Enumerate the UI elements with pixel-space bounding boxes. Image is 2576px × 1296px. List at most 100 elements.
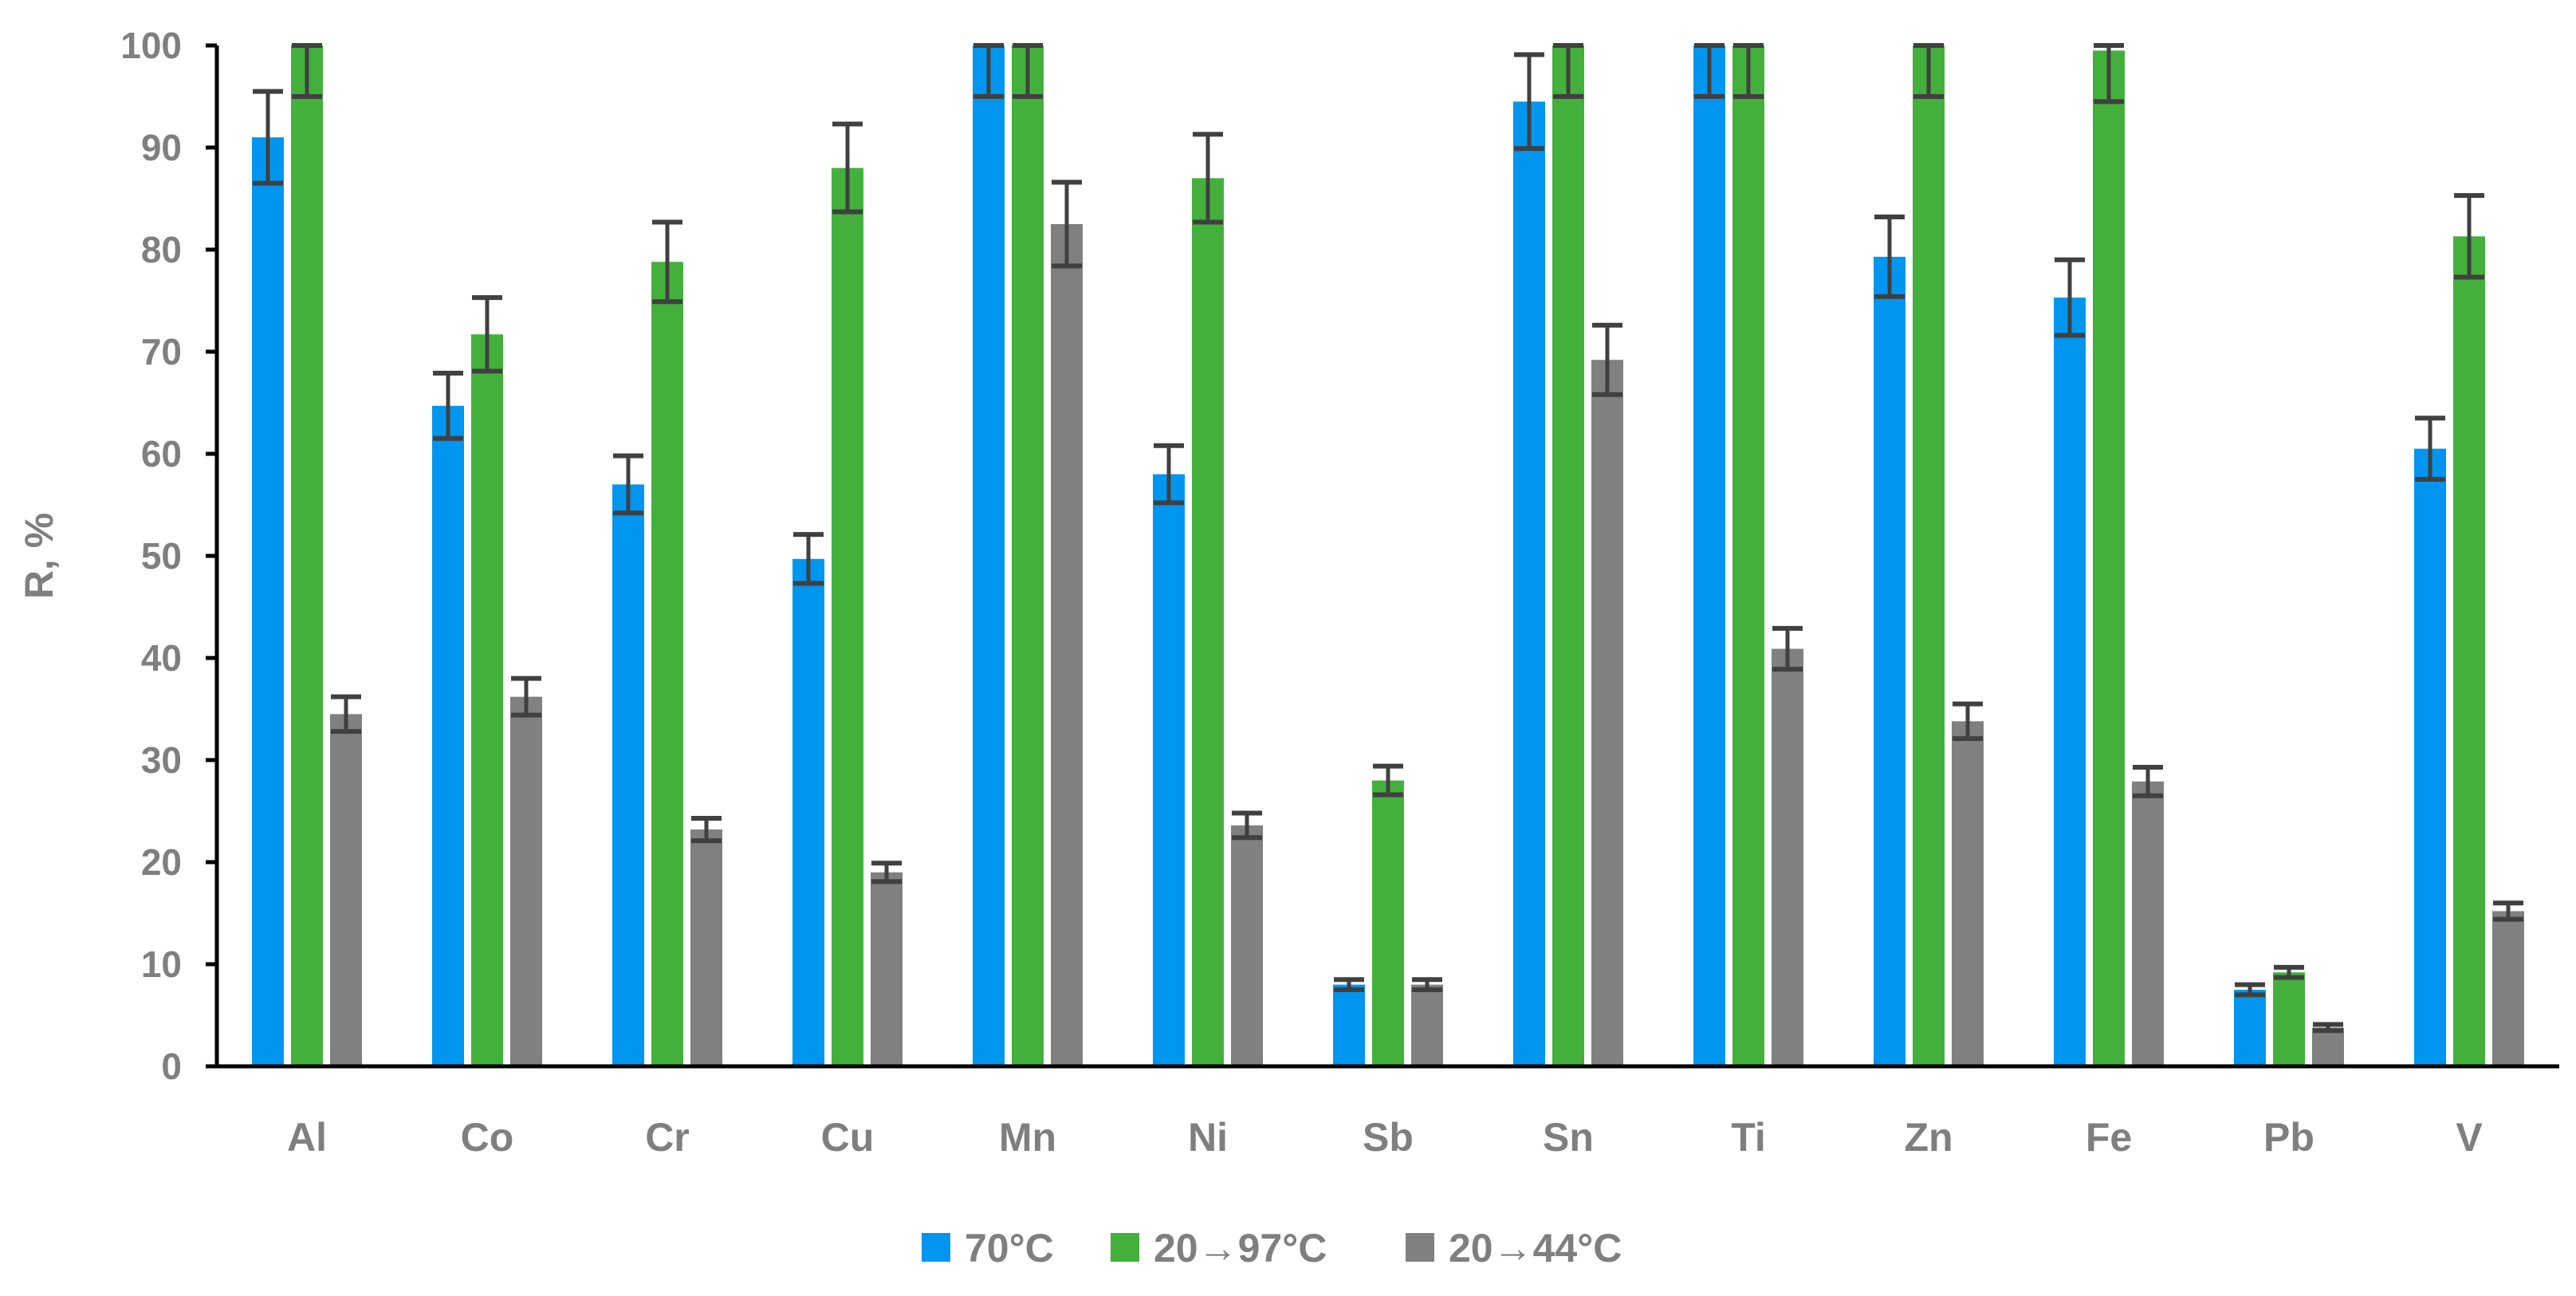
legend-item: 20→44°C — [1406, 1226, 1622, 1270]
bar-sb-series-3 — [1411, 984, 1443, 1066]
x-tick-label: Ti — [1731, 1115, 1766, 1160]
error-bar — [832, 121, 863, 215]
bar-co-series-3 — [510, 696, 542, 1066]
bar-ni-series-3 — [1231, 825, 1263, 1066]
error-bars — [253, 43, 2523, 1034]
error-bar — [613, 453, 643, 516]
error-bar — [1373, 763, 1403, 798]
bar-co-series-2 — [471, 334, 503, 1066]
x-tick-label: Zn — [1904, 1115, 1953, 1160]
error-bar — [2094, 43, 2124, 104]
bar-sb-series-2 — [1372, 780, 1404, 1066]
error-bar — [1154, 443, 1184, 506]
error-bar — [1514, 52, 1544, 152]
error-bar — [1193, 132, 1223, 225]
y-tick-label: 90 — [141, 127, 182, 168]
legend-item: 20→97°C — [1111, 1226, 1327, 1270]
legend-label: 20→44°C — [1449, 1226, 1622, 1270]
x-tick-label: Mn — [999, 1115, 1056, 1160]
error-bar — [1772, 625, 1803, 672]
y-tick-label: 80 — [141, 229, 182, 270]
x-tick-label: Co — [461, 1115, 514, 1160]
bar-v-series-2 — [2453, 236, 2485, 1066]
bar-zn-series-2 — [1913, 45, 1945, 1066]
error-bar — [292, 43, 322, 99]
bar-co-series-1 — [432, 405, 464, 1067]
error-bar — [793, 532, 824, 586]
y-tick-label: 50 — [141, 535, 182, 577]
legend-item: 70°C — [922, 1226, 1054, 1270]
error-bar — [1412, 977, 1442, 992]
y-tick-label: 30 — [141, 739, 182, 781]
bar-cr-series-2 — [651, 262, 683, 1066]
error-bar — [2235, 982, 2265, 998]
bar-al-series-2 — [291, 45, 323, 1066]
bar-zn-series-1 — [1874, 256, 1905, 1067]
error-bar — [691, 815, 722, 844]
x-tick-label: Fe — [2086, 1115, 2132, 1160]
x-tick-label: Cr — [645, 1115, 690, 1160]
bar-sb-series-1 — [1333, 984, 1365, 1066]
bar-zn-series-3 — [1952, 721, 1984, 1066]
y-axis-title: R, % — [17, 513, 61, 599]
legend-swatch — [1111, 1233, 1139, 1262]
error-bar — [652, 219, 682, 305]
legend-swatch — [1406, 1233, 1434, 1262]
bar-pb-series-3 — [2312, 1027, 2344, 1066]
x-tick-label: Sb — [1363, 1115, 1414, 1160]
error-bar — [1953, 701, 1983, 742]
bar-ni-series-1 — [1153, 474, 1185, 1066]
x-tick-label: Pb — [2263, 1115, 2314, 1160]
error-bar — [2454, 193, 2484, 280]
bar-pb-series-1 — [2234, 990, 2266, 1066]
bar-fe-series-3 — [2132, 781, 2164, 1066]
y-tick-label: 100 — [120, 25, 182, 66]
legend-label: 70°C — [965, 1226, 1054, 1270]
bar-al-series-1 — [252, 137, 284, 1067]
x-tick-label: Ni — [1188, 1115, 1228, 1160]
bar-fe-series-1 — [2054, 297, 2086, 1066]
y-tick-label: 60 — [141, 433, 182, 475]
x-axis: Al Co Cr Cu Mn Ni Sb Sn Ti Zn Fe Pb V — [206, 1064, 2559, 1160]
bar-cu-series-1 — [792, 558, 824, 1066]
bar-ti-series-3 — [1772, 648, 1803, 1066]
x-tick-label: V — [2456, 1115, 2483, 1160]
legend-swatch — [922, 1233, 950, 1262]
error-bar — [433, 370, 463, 441]
error-bar — [2313, 1022, 2343, 1034]
error-bar — [1052, 179, 1082, 269]
error-bar — [2493, 900, 2523, 922]
error-bar — [2415, 416, 2445, 482]
bar-cu-series-3 — [871, 872, 903, 1066]
x-tick-label: Sn — [1543, 1115, 1594, 1160]
y-tick-label: 40 — [141, 637, 182, 679]
bar-fe-series-2 — [2093, 50, 2125, 1066]
error-bar — [2133, 764, 2163, 798]
x-tick-label: Al — [287, 1115, 327, 1160]
bar-mn-series-3 — [1051, 224, 1083, 1066]
bar-ni-series-2 — [1192, 178, 1224, 1066]
y-tick-label: 20 — [141, 841, 182, 883]
bar-sn-series-2 — [1552, 45, 1584, 1066]
bar-mn-series-2 — [1012, 45, 1044, 1066]
error-bar — [511, 676, 541, 718]
error-bar — [871, 861, 902, 884]
bar-cu-series-2 — [832, 167, 863, 1067]
bar-sn-series-3 — [1591, 360, 1623, 1066]
error-bar — [331, 694, 361, 735]
error-bar — [2055, 257, 2085, 338]
bar-cr-series-3 — [690, 829, 722, 1066]
bar-mn-series-1 — [973, 45, 1005, 1066]
bar-sn-series-1 — [1513, 101, 1545, 1066]
y-tick-label: 10 — [141, 943, 182, 985]
error-bar — [1013, 43, 1043, 99]
bar-cr-series-1 — [612, 484, 644, 1066]
y-tick-label: 0 — [161, 1046, 182, 1087]
y-tick-label: 70 — [141, 331, 182, 372]
error-bar — [1334, 977, 1364, 992]
error-bar — [2274, 964, 2304, 980]
bar-v-series-3 — [2492, 911, 2524, 1066]
bar-v-series-1 — [2414, 448, 2446, 1066]
legend-label: 20→97°C — [1154, 1226, 1327, 1270]
